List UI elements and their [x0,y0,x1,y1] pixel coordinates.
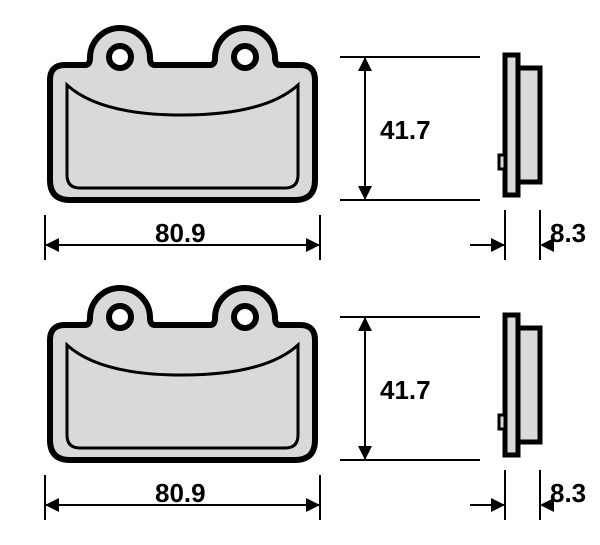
height-label-2: 41.7 [380,375,431,406]
dimension-thickness-2 [470,470,554,520]
brake-pad-2 [45,288,554,520]
brake-pad-diagram [0,0,600,545]
height-label-1: 41.7 [380,115,431,146]
dimension-thickness-1 [470,210,554,260]
thickness-label-1: 8.3 [550,218,586,249]
brake-pad-1 [45,28,554,260]
thickness-label-2: 8.3 [550,478,586,509]
width-label-1: 80.9 [155,218,206,249]
width-label-2: 80.9 [155,478,206,509]
